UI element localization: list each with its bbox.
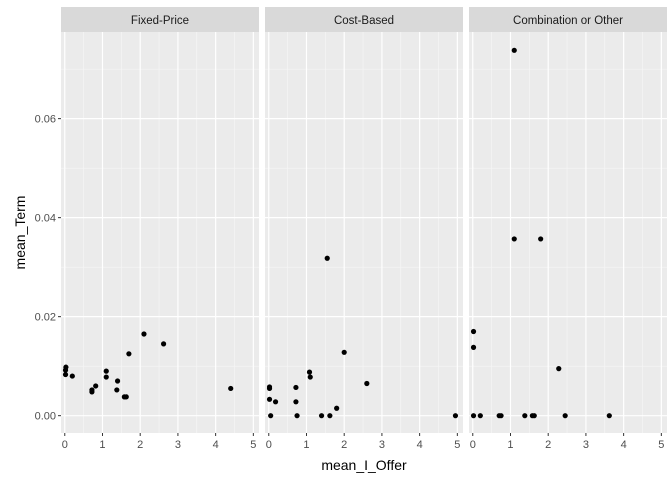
x-tick-label: 2 <box>545 439 551 451</box>
y-tick-label: 0.06 <box>35 114 56 126</box>
data-point <box>266 396 273 402</box>
data-point <box>306 369 313 375</box>
y-tick-label: 0.00 <box>35 411 56 423</box>
data-point <box>538 236 544 242</box>
data-point <box>556 366 562 372</box>
data-point <box>228 385 234 392</box>
facet-strip <box>469 7 667 32</box>
data-point <box>63 364 69 370</box>
data-point <box>126 351 132 357</box>
data-point <box>327 413 333 419</box>
data-point <box>470 344 477 350</box>
facet-strip-label: Fixed-Price <box>131 15 189 27</box>
data-point <box>294 413 300 419</box>
data-point <box>160 341 167 347</box>
data-point <box>307 374 313 380</box>
data-point <box>341 349 347 355</box>
data-point <box>266 384 273 390</box>
facet-strip <box>265 7 463 32</box>
facet-panel: Fixed-Price 0 1 2 3 4 5 <box>61 7 259 451</box>
data-point <box>318 413 325 419</box>
panel-background <box>469 32 667 433</box>
data-point <box>293 384 299 391</box>
data-point <box>141 331 147 337</box>
data-point <box>268 413 274 419</box>
data-point <box>511 236 517 242</box>
facet-strip-label: Cost-Based <box>334 15 394 27</box>
facet-panel: Cost-Based 0 1 2 3 4 5 <box>265 7 463 451</box>
data-point <box>562 413 568 419</box>
data-point <box>477 413 483 419</box>
y-axis-title: mean_Term <box>12 196 28 270</box>
x-tick-label: 5 <box>454 439 460 451</box>
panel-background <box>61 32 259 433</box>
data-point <box>114 378 121 384</box>
x-tick-label: 1 <box>507 439 513 451</box>
data-point <box>103 368 109 374</box>
data-point <box>511 47 517 53</box>
x-tick-label: 5 <box>658 439 664 451</box>
data-point <box>364 380 370 387</box>
y-tick-label: 0.04 <box>35 213 56 225</box>
x-tick-label: 3 <box>583 439 589 451</box>
x-tick-label: 0 <box>62 439 68 451</box>
x-tick-label: 2 <box>137 439 143 451</box>
x-tick-label: 3 <box>175 439 181 451</box>
data-point <box>69 373 75 379</box>
data-point <box>470 413 477 419</box>
data-point <box>522 413 528 419</box>
x-tick-label: 4 <box>417 439 423 451</box>
data-point <box>114 387 120 393</box>
data-point <box>334 405 340 411</box>
data-point <box>293 399 299 405</box>
x-tick-label: 0 <box>266 439 272 451</box>
y-axis: 0.00 0.02 0.04 0.06 <box>35 114 61 423</box>
x-tick-label: 1 <box>303 439 309 451</box>
x-tick-label: 5 <box>250 439 256 451</box>
x-tick-label: 2 <box>341 439 347 451</box>
x-tick-label: 3 <box>379 439 385 451</box>
data-point <box>498 413 504 419</box>
x-tick-label: 0 <box>470 439 476 451</box>
data-point <box>89 387 95 393</box>
facet-panel: Combination or Other 0 1 2 3 4 5 <box>469 7 667 451</box>
facet-strip-label: Combination or Other <box>513 15 623 27</box>
data-point <box>531 413 537 419</box>
x-tick-label: 4 <box>213 439 219 451</box>
x-axis-title: mean_I_Offer <box>321 457 407 473</box>
data-point <box>452 413 459 419</box>
data-point <box>324 255 330 261</box>
data-point <box>123 394 129 400</box>
data-point <box>93 383 99 389</box>
facet-strip <box>61 7 259 32</box>
data-point <box>470 328 477 335</box>
x-tick-label: 1 <box>99 439 105 451</box>
data-point <box>103 374 109 380</box>
y-tick-label: 0.02 <box>35 312 56 324</box>
data-point <box>62 371 69 378</box>
x-tick-label: 4 <box>621 439 627 451</box>
data-point <box>272 399 279 405</box>
panel-background <box>265 32 463 433</box>
data-point <box>606 413 612 419</box>
